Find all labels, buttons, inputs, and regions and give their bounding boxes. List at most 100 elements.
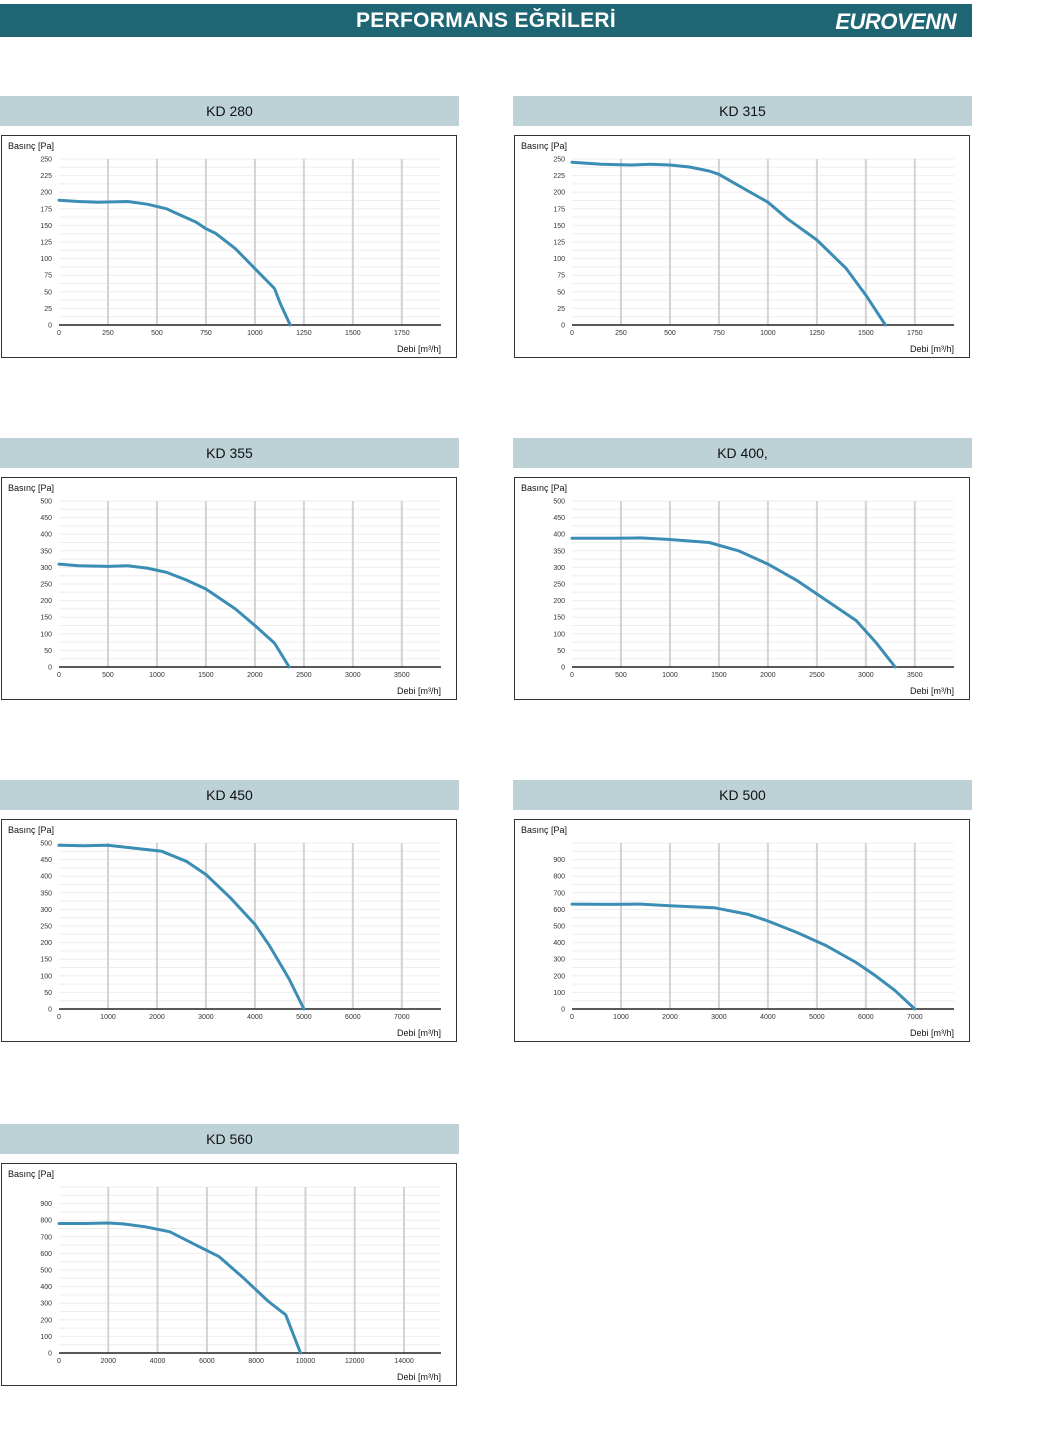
y-tick-label: 700 [40,1234,52,1241]
performance-curve [57,562,291,669]
x-tick-label: 7000 [394,1014,410,1021]
performance-curve [57,1221,302,1355]
y-tick-label: 450 [40,515,52,522]
brand-logo: EUROVENN [835,9,956,34]
x-tick-label: 500 [102,672,114,679]
x-tick-label: 0 [57,1358,61,1365]
x-tick-label: 1500 [858,330,874,337]
x-tick-label: 1250 [296,330,312,337]
x-tick-label: 2000 [247,672,263,679]
x-tick-label: 14000 [394,1358,414,1365]
y-tick-label: 200 [40,598,52,605]
y-tick-label: 350 [553,548,565,555]
y-tick-label: 100 [553,256,565,263]
performance-curve [57,843,306,1011]
chart-title: KD 315 [513,96,972,126]
x-tick-label: 1000 [247,330,263,337]
x-axis-label: Debi [m³/h] [397,686,441,696]
y-tick-label: 250 [553,157,565,164]
x-tick-label: 1500 [198,672,214,679]
y-tick-label: 300 [553,565,565,572]
x-tick-label: 500 [151,330,163,337]
x-tick-label: 5000 [296,1014,312,1021]
y-tick-label: 900 [553,857,565,864]
y-tick-label: 350 [40,548,52,555]
y-tick-label: 250 [40,924,52,931]
y-tick-label: 75 [557,273,565,280]
chart-panel: 0 50 100 150 200 250 300 350 400 450 500 0 500 1000 15… [1,477,457,700]
x-tick-label: 5000 [809,1014,825,1021]
chart-svg: 0 25 50 75 100 125 150 175 200 225 250 0 250 500 750 10… [8,141,441,354]
y-tick-label: 50 [44,990,52,997]
x-tick-label: 1750 [394,330,410,337]
x-tick-label: 3000 [345,672,361,679]
chart-title: KD 450 [0,780,459,810]
x-tick-label: 500 [664,330,676,337]
y-tick-label: 125 [553,240,565,247]
y-tick-label: 900 [40,1201,52,1208]
chart-title: KD 355 [0,438,459,468]
y-tick-label: 400 [553,532,565,539]
x-tick-label: 1000 [760,330,776,337]
x-axis-label: Debi [m³/h] [910,344,954,354]
y-tick-label: 100 [553,631,565,638]
y-tick-label: 125 [40,240,52,247]
y-tick-label: 150 [40,957,52,964]
x-tick-label: 1750 [907,330,923,337]
y-tick-label: 150 [553,615,565,622]
x-tick-label: 8000 [248,1358,264,1365]
y-tick-label: 600 [553,907,565,914]
y-tick-label: 400 [40,874,52,881]
y-tick-label: 500 [40,841,52,848]
y-tick-label: 350 [40,890,52,897]
y-tick-label: 225 [553,173,565,180]
x-tick-label: 2000 [662,1014,678,1021]
x-tick-label: 2500 [296,672,312,679]
y-tick-label: 500 [553,924,565,931]
x-axis-label: Debi [m³/h] [397,344,441,354]
x-tick-label: 1500 [345,330,361,337]
y-tick-label: 600 [40,1251,52,1258]
chart-title: KD 560 [0,1124,459,1154]
y-tick-label: 800 [553,874,565,881]
x-tick-label: 1000 [149,672,165,679]
x-tick-label: 3000 [198,1014,214,1021]
y-axis-label: Basınç [Pa] [521,141,567,151]
chart-svg: 0 100 200 300 400 500 600 700 800 900 0 2000 4000 600… [8,1169,441,1382]
x-tick-label: 750 [713,330,725,337]
performance-curve [570,902,917,1011]
x-tick-label: 6000 [858,1014,874,1021]
y-tick-label: 0 [48,1007,52,1014]
y-tick-label: 500 [40,1268,52,1275]
x-tick-label: 6000 [199,1358,215,1365]
x-tick-label: 4000 [247,1014,263,1021]
y-tick-label: 200 [40,190,52,197]
x-tick-label: 4000 [760,1014,776,1021]
y-tick-label: 500 [40,499,52,506]
chart-panel: 0 100 200 300 400 500 600 700 800 900 0 2000 4000 600… [1,1163,457,1386]
x-tick-label: 1250 [809,330,825,337]
y-tick-label: 400 [553,940,565,947]
x-tick-label: 1000 [100,1014,116,1021]
x-tick-label: 0 [570,330,574,337]
y-tick-label: 400 [40,532,52,539]
y-tick-label: 175 [40,206,52,213]
y-tick-label: 25 [557,306,565,313]
x-tick-label: 3500 [907,672,923,679]
chart-panel: 0 25 50 75 100 125 150 175 200 225 250 0 250 500 750 10… [1,135,457,358]
y-tick-label: 0 [48,665,52,672]
x-tick-label: 4000 [150,1358,166,1365]
y-tick-label: 175 [553,206,565,213]
x-tick-label: 500 [615,672,627,679]
performance-curve [570,160,887,327]
x-tick-label: 3000 [858,672,874,679]
x-tick-label: 12000 [345,1358,365,1365]
y-tick-label: 50 [557,648,565,655]
y-tick-label: 75 [44,273,52,280]
chart-svg: 0 25 50 75 100 125 150 175 200 225 250 0 250 500 750 10… [521,141,954,354]
y-tick-label: 100 [40,256,52,263]
y-tick-label: 225 [40,173,52,180]
chart-svg: 0 100 200 300 400 500 600 700 800 900 0 1000 2000 300… [521,825,954,1038]
x-tick-label: 2000 [149,1014,165,1021]
